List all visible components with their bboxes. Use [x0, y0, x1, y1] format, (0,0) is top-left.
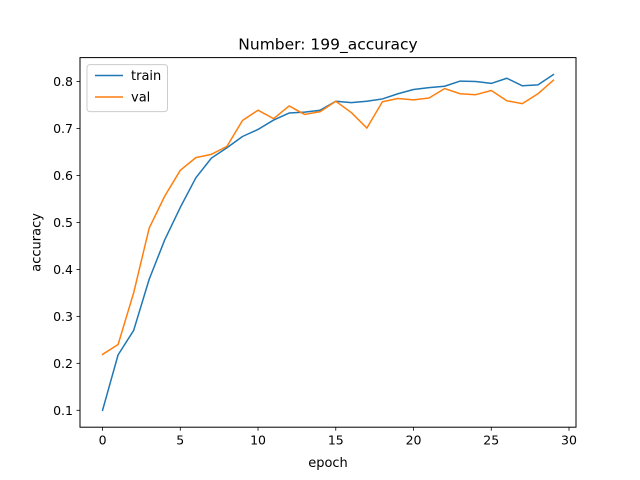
y-tick-label: 0.7: [53, 121, 73, 136]
y-tick-label: 0.8: [53, 74, 73, 89]
x-tick-label: 15: [328, 433, 344, 448]
x-tick-label: 10: [250, 433, 266, 448]
x-axis: 0 5 10 15 20 25 30: [99, 427, 577, 448]
x-tick-label: 25: [483, 433, 499, 448]
y-tick-label: 0.5: [53, 215, 73, 230]
plot-frame: [79, 57, 577, 428]
series-line-val: [101, 79, 555, 356]
y-axis: 0.1 0.2 0.3 0.4 0.5 0.6 0.7 0.8: [53, 74, 80, 418]
x-tick-label: 5: [176, 433, 184, 448]
x-tick-label: 20: [406, 433, 422, 448]
x-tick-label: 30: [561, 433, 577, 448]
x-axis-label: epoch: [308, 456, 348, 471]
legend-label-train: train: [131, 69, 161, 84]
y-tick-label: 0.6: [53, 168, 73, 183]
y-tick-label: 0.3: [53, 309, 73, 324]
series-lines: [101, 73, 555, 412]
y-tick-label: 0.4: [53, 262, 73, 277]
legend-box: [86, 64, 168, 113]
x-tick-label: 0: [99, 433, 107, 448]
legend-label-val: val: [131, 91, 150, 106]
chart-title: Number: 199_accuracy: [238, 36, 417, 55]
y-tick-label: 0.2: [53, 356, 73, 371]
y-axis-label: accuracy: [30, 213, 45, 272]
y-tick-label: 0.1: [53, 403, 73, 418]
legend: train val: [86, 64, 168, 113]
